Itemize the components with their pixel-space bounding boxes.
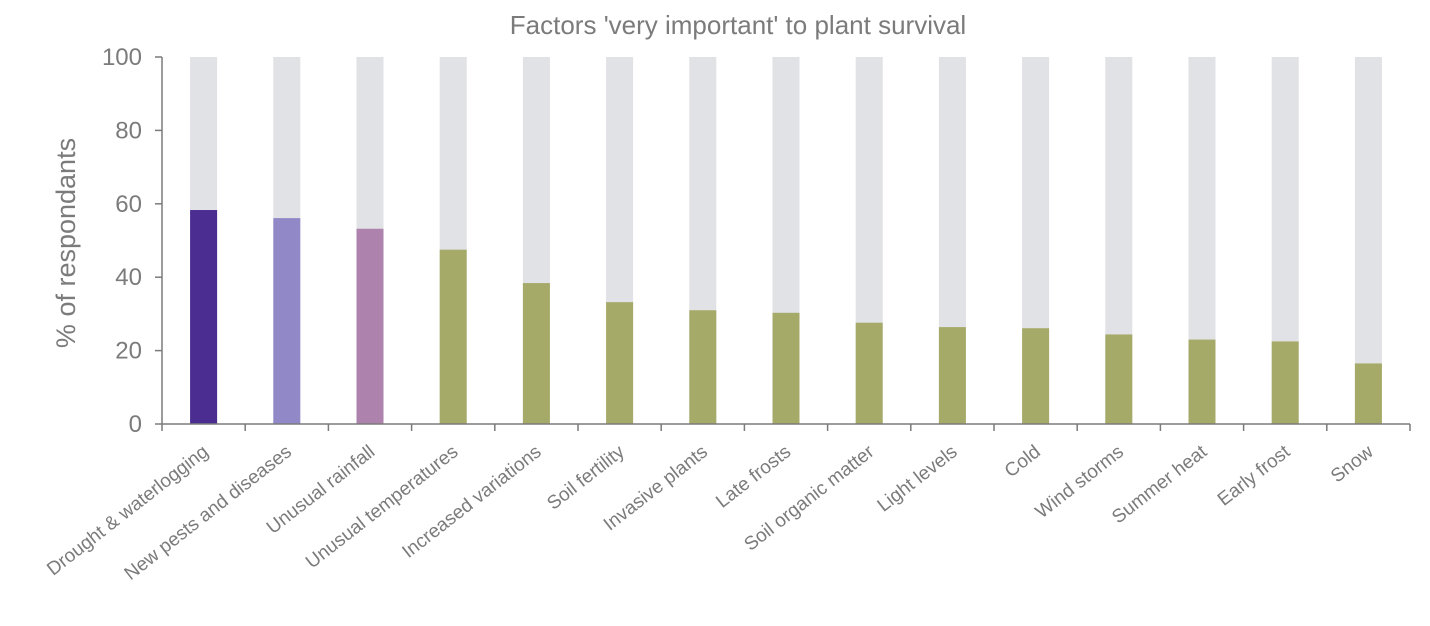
bar: [1188, 339, 1216, 424]
x-tick-label: Late frosts: [712, 441, 795, 512]
bar: [1022, 328, 1050, 424]
x-tick-label: Snow: [1327, 441, 1378, 487]
x-tick-label: Drought & waterlogging: [43, 441, 212, 580]
bar: [439, 249, 467, 424]
y-tick-label: 100: [102, 44, 142, 71]
bar: [855, 322, 883, 424]
y-axis-label: % of respondants: [51, 138, 81, 348]
y-tick-label: 0: [129, 411, 142, 438]
y-tick-label: 40: [115, 264, 142, 291]
y-tick-label: 20: [115, 338, 142, 365]
bar: [356, 228, 384, 424]
bar: [689, 310, 717, 424]
bar: [938, 327, 966, 424]
y-tick-label: 80: [115, 117, 142, 144]
x-tick-label: Unusual temperatures: [302, 441, 462, 573]
y-tick-label: 60: [115, 191, 142, 218]
chart-title: Factors 'very important' to plant surviv…: [510, 10, 966, 40]
bar: [273, 218, 301, 424]
x-tick-label: Increased variations: [399, 441, 546, 562]
bar: [606, 302, 634, 424]
bars-group: [190, 57, 1382, 424]
bar: [522, 283, 550, 424]
y-axis: 0 20 40 60 80 100: [102, 44, 163, 438]
bar: [1271, 341, 1299, 424]
x-tick-label: Early frost: [1214, 441, 1295, 511]
x-tick-label: New pests and diseases: [121, 441, 296, 584]
bar: [190, 210, 218, 424]
bar: [772, 312, 800, 424]
x-tick-label: Cold: [1001, 441, 1045, 482]
bar-background: [1354, 57, 1382, 424]
bar: [1105, 334, 1133, 424]
x-tick-label: Light levels: [874, 441, 962, 516]
bar: [1354, 363, 1382, 424]
x-tick-label: Soil fertility: [543, 441, 629, 514]
